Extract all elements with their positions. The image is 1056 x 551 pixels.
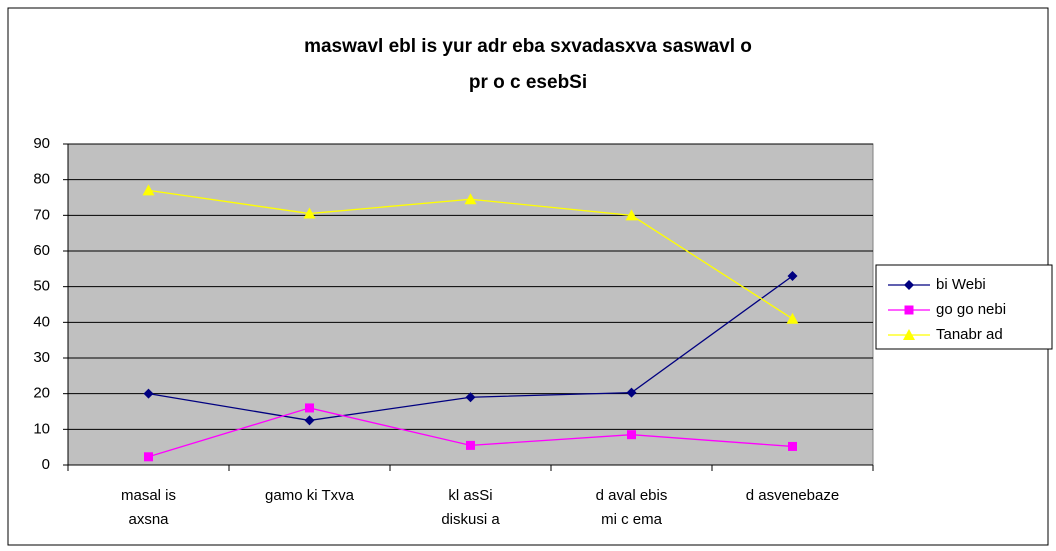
y-tick-label: 10 — [33, 420, 50, 437]
data-point — [786, 312, 799, 324]
y-tick-label: 40 — [33, 313, 50, 330]
data-point — [305, 403, 314, 413]
x-tick-label: kl asSi diskusi a — [441, 487, 500, 528]
y-tick-label: 80 — [33, 171, 50, 188]
y-tick-label: 20 — [33, 385, 50, 402]
x-tick-label: d asvenebaze — [745, 487, 840, 504]
data-point — [465, 392, 476, 403]
legend-label: bi Webi — [936, 276, 986, 293]
data-point — [788, 441, 797, 451]
y-tick-label: 60 — [33, 242, 50, 259]
data-point — [142, 184, 155, 196]
data-point — [144, 452, 153, 462]
data-point — [626, 387, 637, 398]
y-tick-label: 30 — [33, 349, 50, 366]
chart-title: maswavl ebl is yur adr eba sxvadasxva sa… — [304, 36, 752, 57]
data-point — [304, 415, 315, 426]
x-tick-label: d aval ebis mi c ema — [595, 487, 668, 528]
data-point — [627, 430, 636, 440]
data-point — [464, 193, 477, 205]
legend-marker — [903, 329, 915, 340]
legend-marker — [904, 280, 914, 290]
y-tick-label: 50 — [33, 278, 50, 295]
chart-title: pr o c esebSi — [468, 72, 588, 93]
x-tick-label: masal is axsna — [120, 487, 176, 528]
legend-label: Tanabr ad — [936, 326, 1003, 343]
x-tick-label: gamo ki Txva — [265, 487, 354, 504]
legend-label: go go nebi — [936, 301, 1006, 318]
legend-marker — [904, 305, 914, 315]
y-tick-label: 70 — [33, 206, 50, 223]
y-tick-label: 0 — [42, 456, 50, 473]
data-point — [787, 270, 798, 281]
data-point — [625, 209, 638, 221]
data-point — [466, 440, 475, 450]
data-point — [143, 388, 154, 399]
data-point — [303, 207, 316, 219]
y-tick-label: 90 — [33, 135, 50, 152]
